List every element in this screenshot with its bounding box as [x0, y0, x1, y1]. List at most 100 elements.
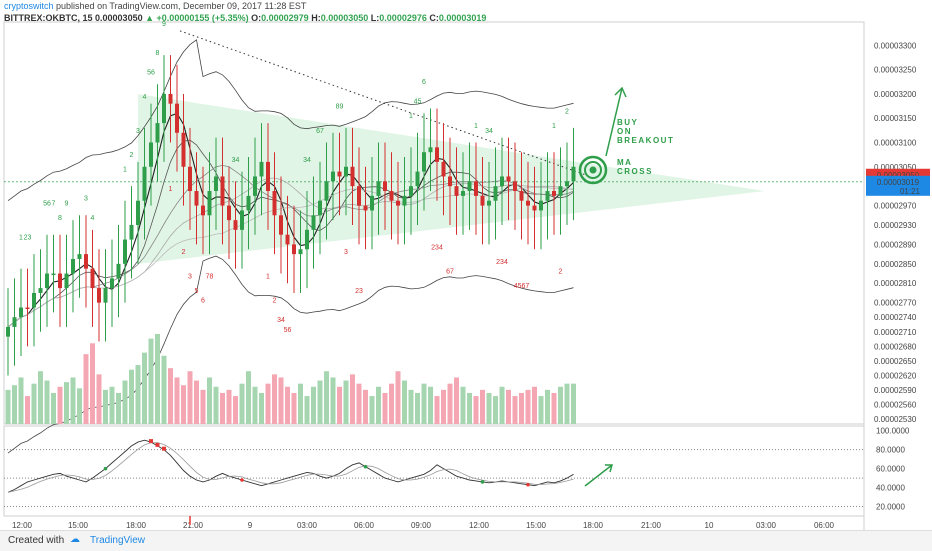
- candle-body: [103, 288, 108, 303]
- td-count-up-label: 8: [58, 215, 62, 222]
- close-key: C:: [429, 13, 439, 23]
- volume-bar: [291, 392, 297, 424]
- candle-body: [526, 200, 530, 206]
- candle-body: [552, 191, 556, 196]
- candle-body: [454, 186, 459, 196]
- td-count-up-label: 23: [24, 235, 32, 242]
- volume-bar: [421, 383, 427, 424]
- candle-body: [162, 93, 166, 124]
- td-count-up-label: 1: [19, 235, 23, 242]
- volume-bar: [90, 343, 95, 424]
- volume-bar: [57, 386, 63, 424]
- td-count-up-label: 1: [123, 167, 127, 174]
- candle-body: [90, 268, 95, 289]
- oscillator-axis-label: 100.0000: [876, 427, 910, 436]
- oscillator-cross-dot: [363, 464, 368, 469]
- volume-bar: [83, 354, 89, 424]
- oscillator-axis-label: 40.0000: [876, 484, 905, 493]
- volume-bar: [545, 389, 550, 424]
- candle-body: [331, 171, 335, 182]
- price-axis-label: 0.00003050: [874, 163, 917, 172]
- volume-bar: [350, 374, 355, 424]
- td-count-up-label: 1: [474, 123, 478, 130]
- td-count-up-label: 9: [65, 201, 69, 208]
- candle-body: [142, 166, 147, 201]
- td-count-down-label: 1: [169, 186, 173, 193]
- volume-bar: [389, 383, 394, 424]
- volume-bar: [122, 380, 128, 424]
- candle-body: [350, 166, 355, 187]
- osc-arrow-line: [584, 464, 613, 487]
- volume-bar: [506, 389, 511, 424]
- td-count-down-label: 234: [431, 244, 443, 251]
- candle-body: [77, 254, 82, 259]
- volume-bar: [12, 385, 17, 424]
- chart-canvas: 0.00003300 0.00003250 0.00003200 0.00003150…: [3, 21, 930, 530]
- candle-body: [467, 181, 472, 192]
- candle-body: [149, 142, 153, 167]
- volume-bar: [311, 386, 316, 424]
- candle-body: [428, 147, 433, 153]
- candle-body: [311, 215, 316, 230]
- volume-bar: [564, 383, 570, 424]
- buy-breakout-annotation: BUY: [617, 118, 638, 127]
- candle-body: [175, 103, 179, 133]
- moving-average-line: [7, 164, 574, 328]
- volume-bar: [304, 396, 310, 424]
- candle-body: [285, 234, 290, 245]
- author-link[interactable]: cryptoswitch: [4, 1, 54, 11]
- td-count-down-label: 2: [559, 269, 563, 276]
- oscillator-axis-label: 20.0000: [876, 503, 905, 512]
- time-axis-label: 18:00: [126, 521, 147, 530]
- td-count-up-label: 2: [565, 108, 569, 115]
- candle-body: [532, 205, 537, 211]
- price-axis-label: 0.00003200: [874, 90, 917, 99]
- td-count-down-label: 1: [266, 273, 270, 280]
- volume-bar: [207, 377, 212, 424]
- volume-bar: [558, 386, 563, 424]
- volume-bar: [187, 371, 193, 424]
- candle-body: [383, 181, 387, 192]
- candle-body: [136, 200, 140, 225]
- price-axis-label: 0.00003250: [874, 66, 917, 75]
- open-value: 0.00002979: [261, 13, 309, 23]
- candle-body: [344, 166, 348, 177]
- candle-body: [214, 176, 218, 192]
- volume-bar: [447, 383, 453, 424]
- symbol-label: BITTREX:OKBTC, 15: [4, 13, 93, 23]
- td-count-up-label: 6: [422, 79, 426, 86]
- volume-bar: [103, 389, 108, 424]
- volume-bar: [142, 352, 147, 424]
- oscillator-axis-label: 80.0000: [876, 446, 905, 455]
- price-axis-label: 0.00002890: [874, 240, 917, 249]
- time-axis-label: 21:00: [641, 521, 662, 530]
- volume-bar: [44, 380, 50, 424]
- td-count-up-label: 4: [91, 215, 95, 222]
- osc-arrow-head-icon: [605, 464, 613, 473]
- time-axis-label: 06:00: [814, 521, 835, 530]
- volume-bar: [213, 386, 219, 424]
- tradingview-brand-link[interactable]: TradingView: [90, 535, 146, 546]
- volume-bar: [18, 377, 24, 424]
- candle-body: [181, 132, 186, 167]
- volume-bar: [96, 374, 102, 424]
- price-axis-label: 0.00002710: [874, 328, 917, 337]
- td-count-up-label: 67: [316, 128, 324, 135]
- volume-bar: [168, 368, 173, 424]
- td-count-up-label: 56: [147, 70, 155, 77]
- oscillator-line: [7, 439, 574, 493]
- ma-cross-target-icon: [578, 155, 608, 185]
- volume-bar: [330, 377, 336, 424]
- candle-body: [506, 176, 511, 182]
- time-axis-label: 9: [248, 521, 253, 530]
- candle-body: [513, 181, 517, 192]
- oscillator-signal-dot: [155, 442, 160, 447]
- candle-body: [116, 263, 121, 279]
- candle-body: [357, 186, 361, 206]
- price-axis-label: 0.00002530: [874, 415, 917, 424]
- volume-bar: [317, 380, 323, 424]
- td-count-up-label: 89: [336, 104, 344, 111]
- volume-bar: [512, 396, 518, 424]
- oscillator-cross-dot: [526, 482, 530, 487]
- td-count-up-label: 3: [136, 128, 140, 135]
